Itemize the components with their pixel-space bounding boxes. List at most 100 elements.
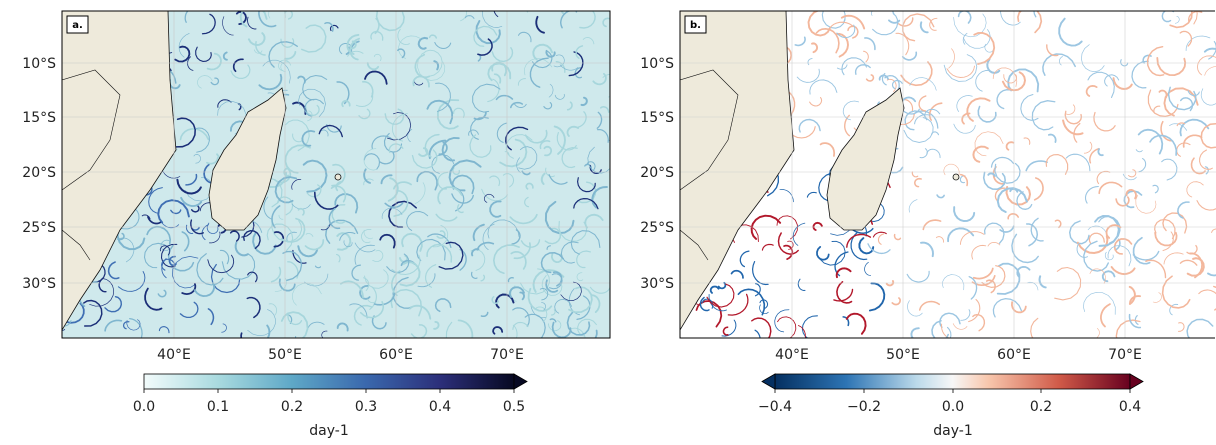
flow-filament: [104, 295, 123, 313]
flow-filament: [336, 81, 350, 105]
flow-filament: [1128, 285, 1136, 305]
flow-filament: [862, 50, 869, 63]
flow-filament: [727, 293, 749, 316]
flow-filament: [1031, 100, 1056, 131]
flow-filament: [1062, 119, 1084, 136]
flow-filament: [1179, 30, 1193, 47]
flow-filament: [336, 232, 352, 251]
flow-filament: [936, 194, 945, 199]
flow-filament: [1087, 71, 1115, 99]
flow-filament: [1129, 295, 1142, 305]
flow-filament: [438, 241, 464, 270]
flow-filament: [144, 287, 163, 311]
flow-filament: [1185, 35, 1211, 51]
flow-filament: [576, 295, 591, 321]
flow-filament: [210, 263, 241, 294]
flow-filament: [379, 152, 395, 165]
flow-filament: [464, 15, 475, 19]
flow-filament: [867, 243, 891, 255]
flow-filament: [280, 61, 290, 72]
flow-filament: [960, 309, 971, 321]
flow-filament: [504, 151, 510, 156]
flow-filament: [373, 53, 382, 62]
flow-filament: [1179, 118, 1210, 137]
flow-filament: [840, 14, 866, 30]
flow-filament: [129, 317, 143, 338]
flow-filament: [480, 274, 486, 282]
lat-label: 30°S: [640, 276, 674, 292]
flow-filament: [835, 32, 849, 58]
flow-filament: [481, 188, 508, 202]
lon-label: 40°E: [157, 347, 191, 363]
colorbar-extend-max-b: [1129, 373, 1144, 390]
flow-filament: [920, 241, 934, 258]
flow-filament: [483, 193, 495, 203]
flow-filament: [174, 45, 191, 63]
flow-filament: [600, 106, 610, 113]
flow-filament: [794, 36, 806, 47]
flow-filament: [968, 298, 981, 323]
flow-filament: [192, 226, 200, 231]
flow-filament: [324, 21, 334, 32]
flow-filament: [472, 83, 501, 113]
flow-filament: [878, 74, 889, 81]
flow-filament: [1135, 149, 1143, 153]
flow-filament: [301, 24, 327, 53]
colorbar-tick: 0.4: [429, 399, 451, 415]
flow-filament: [953, 206, 976, 222]
flow-filament: [451, 174, 475, 195]
flow-filament: [545, 279, 559, 293]
flow-filament: [495, 94, 514, 101]
flow-filament: [393, 181, 412, 190]
lon-label: 60°E: [379, 347, 413, 363]
gridlines-b: [680, 11, 1216, 338]
flow-filament: [160, 243, 178, 268]
flow-filament: [1200, 122, 1216, 149]
flow-filament: [392, 276, 413, 309]
flow-filament: [435, 213, 458, 222]
flow-filament: [399, 261, 421, 287]
flow-filament: [959, 175, 966, 184]
flow-filament: [1161, 11, 1175, 23]
flow-filament: [292, 249, 307, 264]
colorbar-extend-min-b: [761, 373, 776, 390]
flow-filament: [517, 31, 532, 43]
flow-filament: [843, 11, 846, 23]
flow-filament: [774, 309, 790, 333]
flow-filament: [1096, 328, 1100, 338]
flow-filament: [284, 144, 311, 174]
flow-filament: [559, 64, 579, 71]
flow-filament: [247, 32, 266, 46]
flow-filament: [931, 131, 940, 136]
flow-filament: [1152, 184, 1159, 194]
lat-label: 30°S: [22, 276, 56, 292]
flow-filament: [1094, 215, 1120, 247]
flow-filament: [555, 61, 566, 73]
flow-filament: [117, 271, 146, 292]
lon-label: 50°E: [268, 347, 302, 363]
flow-filament: [943, 54, 978, 82]
flow-filament: [426, 243, 453, 263]
flow-filament: [907, 300, 923, 317]
flow-filament: [1196, 55, 1216, 76]
flow-filament: [918, 300, 941, 311]
flow-filament: [185, 224, 194, 235]
flow-filament: [512, 324, 518, 338]
flow-filament: [801, 315, 818, 338]
flow-filament: [278, 214, 284, 220]
flow-filament: [844, 114, 851, 137]
flow-filament: [1047, 133, 1057, 143]
flow-filament: [939, 312, 961, 329]
flow-filament: [219, 249, 230, 265]
flow-filament: [453, 107, 465, 118]
flow-filament: [330, 185, 347, 203]
flow-filament: [477, 38, 493, 56]
flow-filament: [428, 34, 438, 39]
flow-filament: [314, 265, 322, 269]
flow-filament: [836, 281, 853, 304]
country-border-b: [680, 69, 739, 191]
flow-filament: [1059, 56, 1063, 66]
flow-filament: [209, 231, 221, 244]
flow-filament: [961, 112, 971, 125]
flow-filament: [1033, 11, 1037, 18]
